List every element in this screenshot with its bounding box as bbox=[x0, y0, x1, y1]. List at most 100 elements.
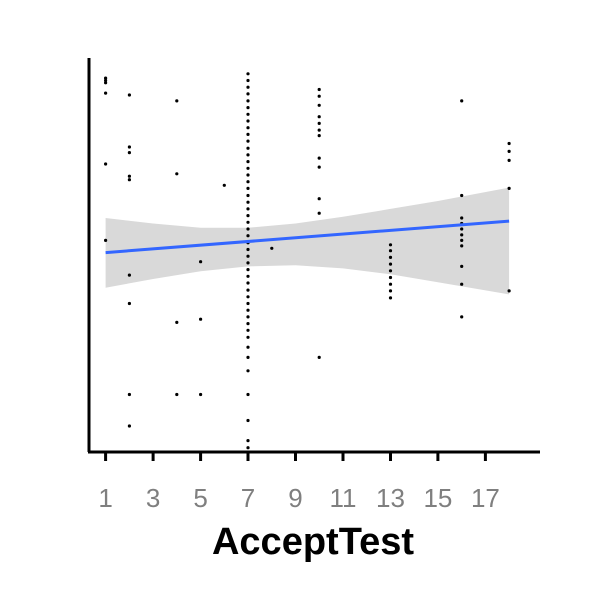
data-point bbox=[317, 94, 321, 98]
data-point bbox=[246, 106, 250, 110]
data-point bbox=[460, 238, 464, 242]
data-point bbox=[460, 233, 464, 237]
data-point bbox=[246, 446, 250, 450]
data-point bbox=[104, 91, 108, 95]
data-point bbox=[507, 158, 511, 162]
data-point bbox=[317, 115, 321, 119]
data-point bbox=[246, 173, 250, 177]
data-point bbox=[388, 262, 393, 266]
trend-line-layer bbox=[105, 219, 510, 255]
data-point bbox=[246, 288, 250, 292]
data-point bbox=[246, 139, 250, 143]
data-point bbox=[388, 255, 393, 259]
data-point bbox=[246, 85, 250, 89]
data-point bbox=[246, 72, 250, 76]
data-point bbox=[246, 322, 250, 326]
data-point bbox=[246, 274, 250, 278]
data-point bbox=[317, 211, 321, 215]
confidence-ribbon bbox=[105, 187, 510, 295]
x-tick-label: 13 bbox=[376, 483, 405, 513]
data-point bbox=[507, 149, 511, 153]
data-point bbox=[388, 243, 393, 247]
data-point bbox=[199, 260, 203, 264]
data-point bbox=[175, 392, 179, 397]
data-point bbox=[246, 335, 250, 339]
data-point bbox=[246, 180, 250, 184]
data-point bbox=[246, 281, 250, 285]
data-point bbox=[246, 261, 250, 265]
x-tick-label: 17 bbox=[471, 483, 500, 513]
x-axis-title: AcceptTest bbox=[212, 521, 414, 563]
data-point bbox=[104, 81, 108, 85]
data-point bbox=[246, 119, 250, 123]
data-point bbox=[246, 132, 250, 136]
data-point bbox=[127, 301, 131, 306]
data-point bbox=[127, 93, 131, 97]
data-point bbox=[246, 220, 250, 224]
data-point bbox=[246, 112, 250, 116]
data-point bbox=[199, 392, 203, 397]
data-point bbox=[507, 141, 511, 146]
data-point bbox=[246, 315, 250, 319]
x-axis-ticks: 1 3 5 7 9 11 13 15 17 bbox=[98, 452, 500, 513]
data-point bbox=[246, 92, 250, 96]
data-point bbox=[460, 282, 464, 286]
data-point bbox=[246, 200, 250, 204]
data-point bbox=[246, 207, 250, 211]
data-point bbox=[388, 275, 393, 280]
data-point bbox=[317, 103, 321, 107]
data-point bbox=[104, 162, 108, 166]
data-point bbox=[246, 153, 250, 157]
data-point bbox=[246, 369, 250, 373]
data-point bbox=[222, 183, 226, 187]
data-point bbox=[246, 439, 250, 443]
data-point bbox=[460, 244, 464, 248]
data-point bbox=[175, 172, 179, 176]
data-point bbox=[127, 151, 131, 155]
data-point bbox=[246, 214, 250, 218]
data-point bbox=[246, 345, 250, 349]
data-point bbox=[507, 186, 511, 190]
data-point bbox=[175, 99, 179, 103]
data-point bbox=[127, 424, 131, 428]
data-point bbox=[388, 289, 393, 293]
data-point bbox=[460, 99, 464, 103]
confidence-ribbon-layer bbox=[105, 187, 510, 295]
x-tick-label: 7 bbox=[241, 483, 255, 513]
data-point bbox=[246, 186, 250, 190]
data-point bbox=[246, 126, 250, 130]
data-point bbox=[270, 246, 274, 250]
data-point bbox=[127, 174, 131, 178]
data-point bbox=[388, 269, 393, 273]
data-point bbox=[246, 166, 250, 170]
data-point bbox=[507, 289, 511, 293]
x-tick-label: 3 bbox=[146, 483, 160, 513]
data-point bbox=[317, 156, 321, 160]
data-point bbox=[104, 78, 108, 83]
data-point bbox=[246, 160, 250, 164]
data-point bbox=[246, 295, 250, 299]
data-point bbox=[317, 128, 321, 132]
data-point bbox=[317, 197, 321, 201]
x-tick-label: 1 bbox=[98, 483, 112, 513]
x-tick-label: 9 bbox=[288, 483, 302, 513]
data-point bbox=[246, 99, 250, 103]
data-point bbox=[104, 238, 108, 242]
data-point bbox=[104, 76, 108, 80]
data-point bbox=[127, 273, 131, 277]
data-point bbox=[388, 282, 393, 286]
data-point bbox=[246, 247, 250, 252]
data-point bbox=[460, 227, 464, 231]
data-point bbox=[246, 146, 250, 150]
data-point bbox=[246, 328, 250, 332]
data-point bbox=[246, 254, 250, 258]
x-tick-label: 11 bbox=[330, 483, 357, 513]
data-point bbox=[246, 193, 250, 198]
data-point bbox=[246, 418, 250, 423]
data-point bbox=[246, 301, 250, 306]
data-point bbox=[246, 234, 250, 238]
data-point bbox=[317, 87, 321, 92]
x-tick-label: 15 bbox=[423, 483, 452, 513]
data-point bbox=[317, 165, 321, 169]
data-point bbox=[460, 216, 464, 220]
